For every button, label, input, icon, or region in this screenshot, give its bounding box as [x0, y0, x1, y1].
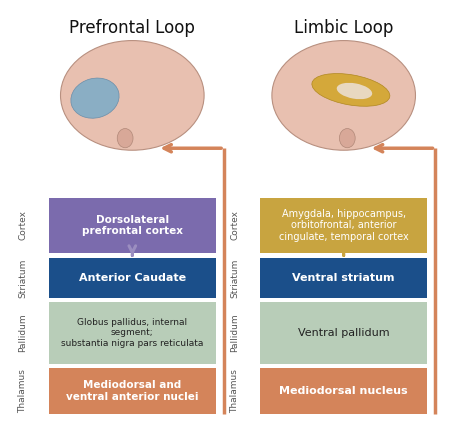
- FancyBboxPatch shape: [48, 198, 216, 253]
- Text: Ventral striatum: Ventral striatum: [292, 273, 395, 283]
- Text: Dorsolateral
prefrontal cortex: Dorsolateral prefrontal cortex: [82, 215, 183, 236]
- Text: Ventral pallidum: Ventral pallidum: [298, 328, 390, 338]
- FancyBboxPatch shape: [260, 198, 428, 253]
- Text: Cortex: Cortex: [18, 210, 27, 240]
- Text: Pallidum: Pallidum: [230, 313, 239, 352]
- Text: Thalamus: Thalamus: [18, 369, 27, 413]
- Ellipse shape: [272, 41, 416, 150]
- Ellipse shape: [61, 41, 204, 150]
- Text: Mediodorsal nucleus: Mediodorsal nucleus: [279, 386, 408, 396]
- Text: Prefrontal Loop: Prefrontal Loop: [69, 19, 195, 37]
- FancyBboxPatch shape: [260, 368, 428, 415]
- Ellipse shape: [312, 73, 390, 106]
- Text: Mediodorsal and
ventral anterior nuclei: Mediodorsal and ventral anterior nuclei: [66, 380, 199, 402]
- Text: Globus pallidus, internal
segment;
substantia nigra pars reticulata: Globus pallidus, internal segment; subst…: [61, 318, 203, 347]
- FancyBboxPatch shape: [260, 258, 428, 298]
- Text: Anterior Caudate: Anterior Caudate: [79, 273, 186, 283]
- FancyBboxPatch shape: [260, 302, 428, 364]
- Ellipse shape: [117, 129, 133, 148]
- Text: Amygdala, hippocampus,
orbitofrontal, anterior
cingulate, temporal cortex: Amygdala, hippocampus, orbitofrontal, an…: [279, 209, 409, 242]
- Text: Striatum: Striatum: [18, 258, 27, 297]
- FancyBboxPatch shape: [48, 302, 216, 364]
- Text: Pallidum: Pallidum: [18, 313, 27, 352]
- FancyBboxPatch shape: [48, 258, 216, 298]
- Ellipse shape: [71, 78, 119, 118]
- Text: Thalamus: Thalamus: [230, 369, 239, 413]
- Ellipse shape: [339, 129, 355, 148]
- Ellipse shape: [337, 83, 372, 99]
- Text: Striatum: Striatum: [230, 258, 239, 297]
- Text: Limbic Loop: Limbic Loop: [294, 19, 393, 37]
- Text: Cortex: Cortex: [230, 210, 239, 240]
- FancyBboxPatch shape: [48, 368, 216, 415]
